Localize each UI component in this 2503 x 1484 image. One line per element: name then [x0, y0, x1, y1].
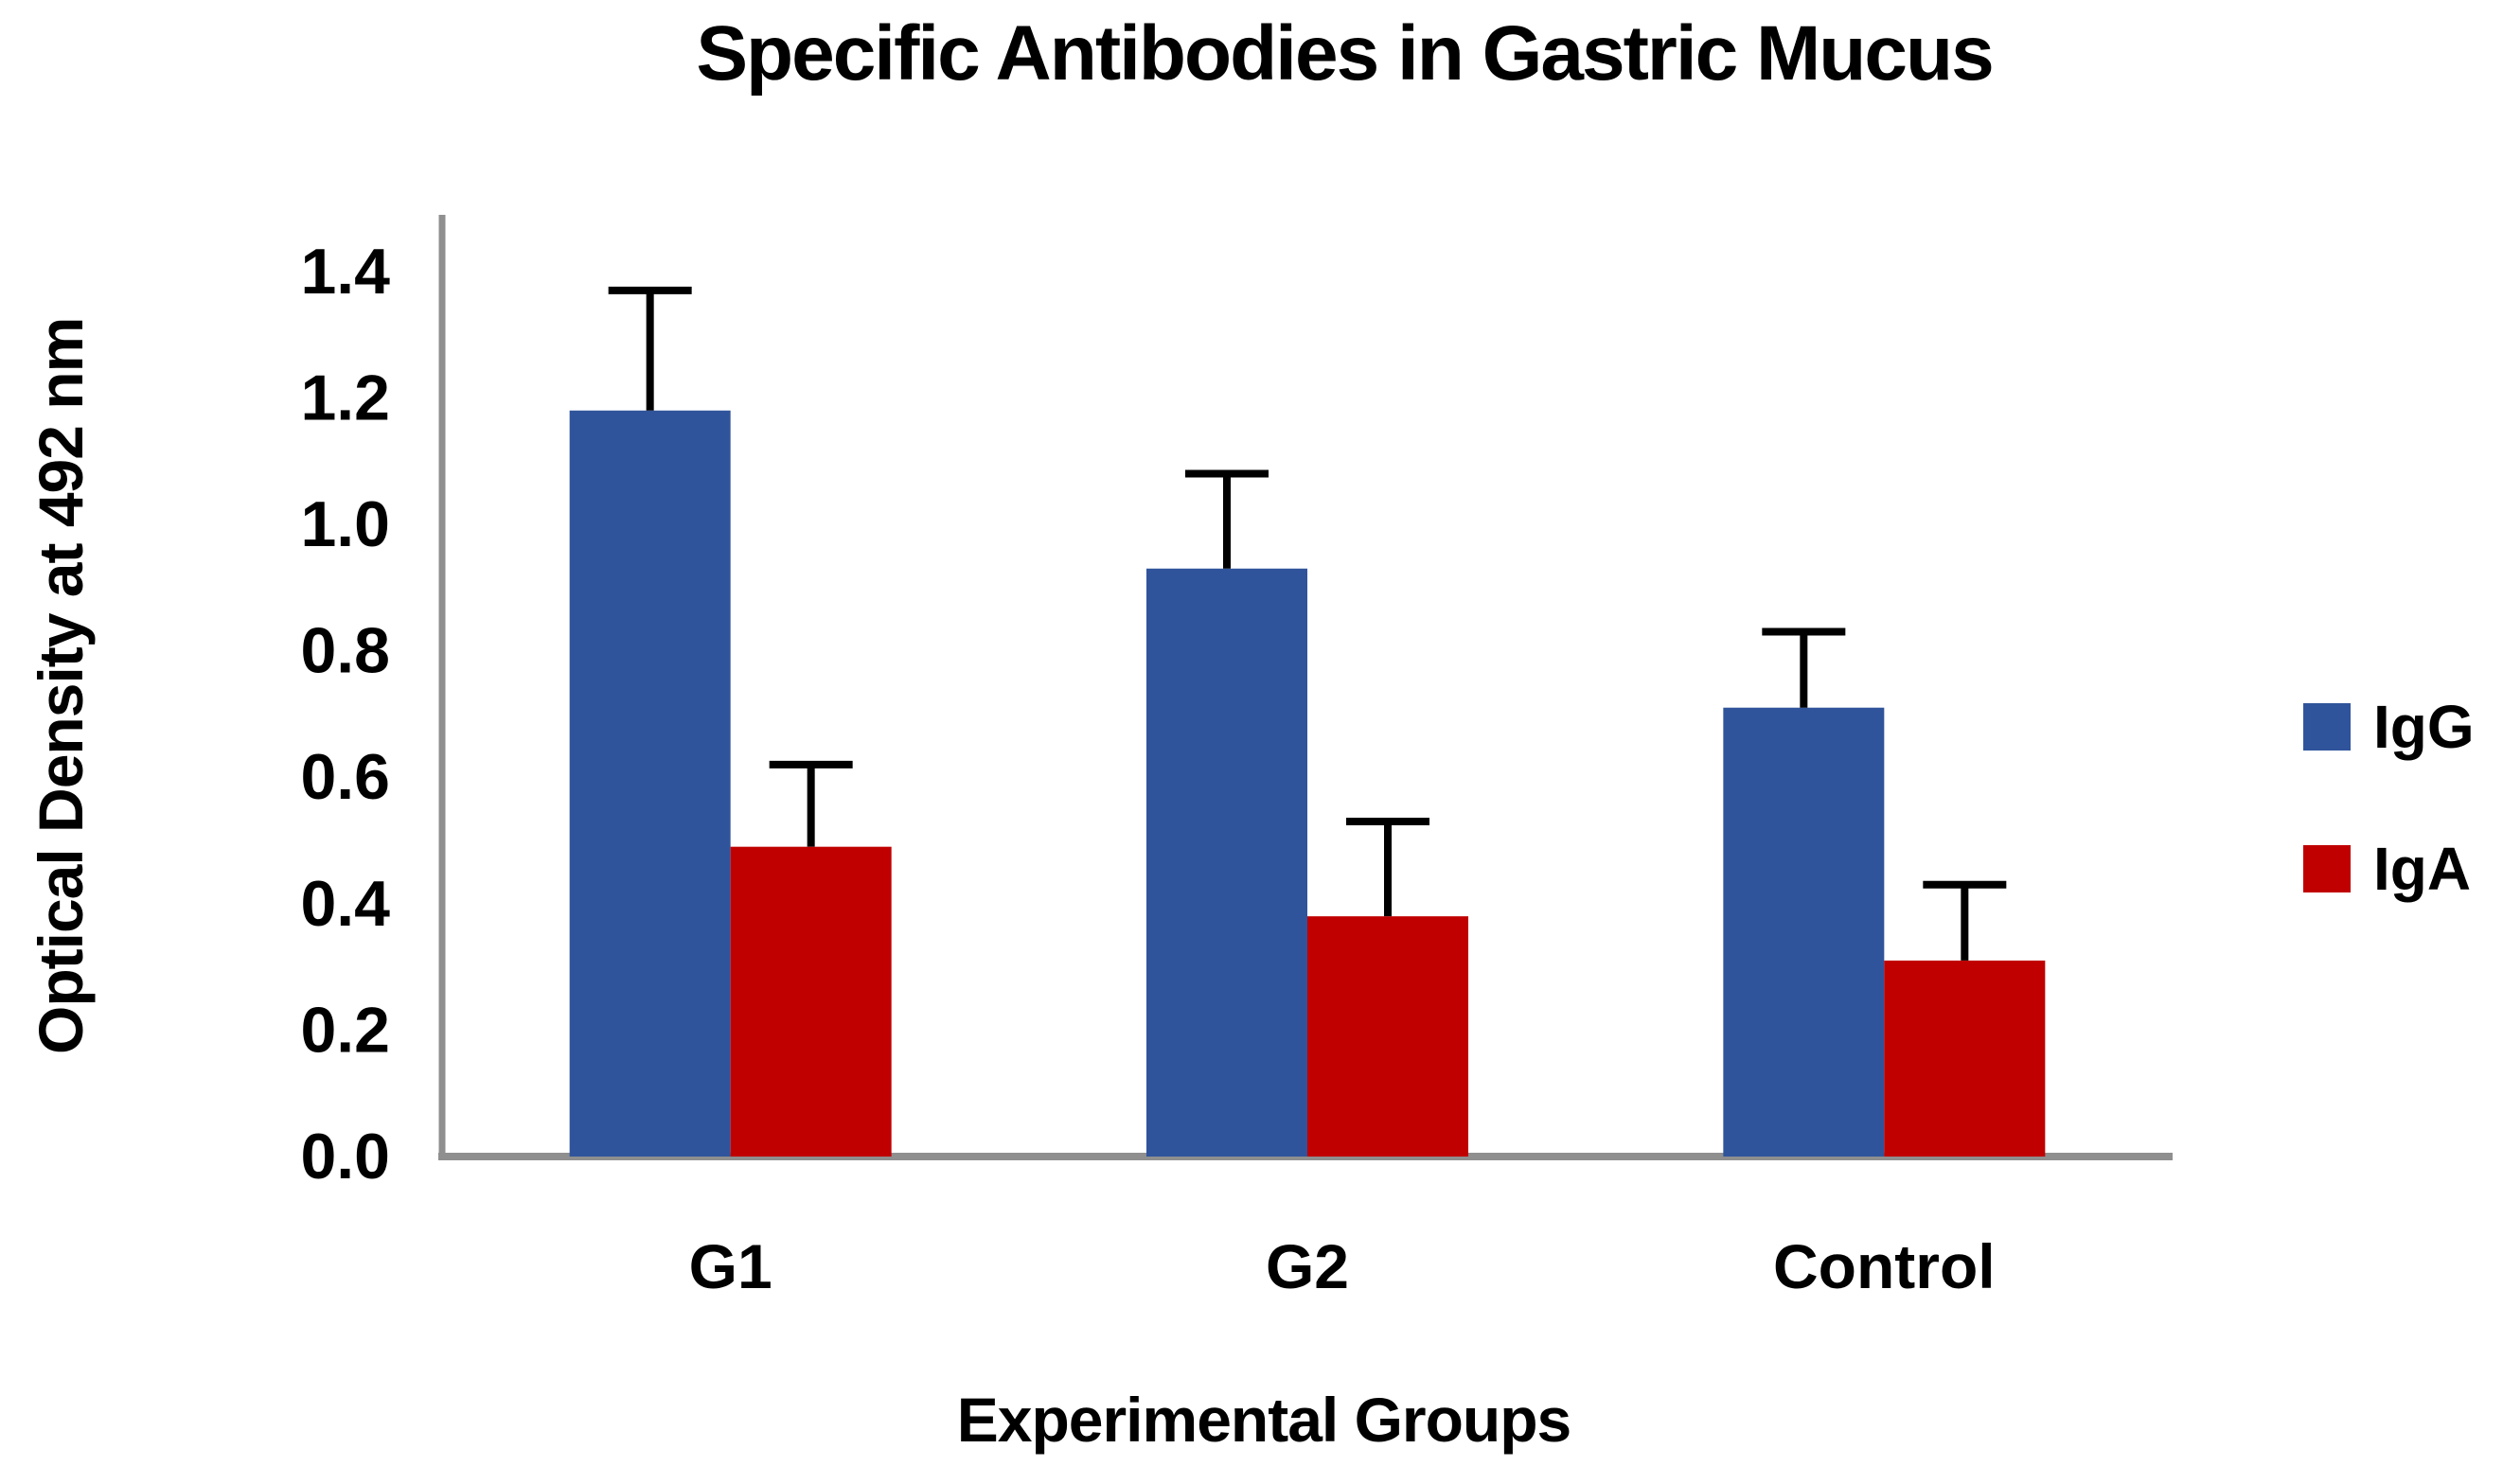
legend-iga-label: IgA	[2373, 835, 2472, 903]
x-tick-label-control: Control	[1773, 1231, 1996, 1301]
y-tick-label-0.2: 0.2	[300, 994, 390, 1066]
bar-g2-igg	[1146, 568, 1307, 1157]
y-tick-label-1.2: 1.2	[300, 362, 390, 433]
legend-item-igg: IgG	[2303, 697, 2475, 757]
legend-igg-swatch	[2303, 703, 2351, 751]
y-tick-label-0.4: 0.4	[300, 868, 390, 940]
y-tick-label-0.0: 0.0	[300, 1121, 390, 1192]
x-tick-label-g1: G1	[689, 1231, 772, 1301]
legend-item-iga: IgA	[2303, 839, 2475, 899]
chart-legend: IgG IgA	[2303, 697, 2475, 899]
bar-g2-iga	[1307, 916, 1468, 1157]
bar-g1-igg	[569, 410, 731, 1157]
bar-control-igg	[1723, 707, 1885, 1157]
x-tick-label-g2: G2	[1266, 1231, 1349, 1301]
y-tick-label-0.8: 0.8	[300, 615, 390, 687]
legend-igg-label: IgG	[2373, 693, 2475, 761]
y-tick-label-0.6: 0.6	[300, 741, 390, 813]
y-tick-label-1.4: 1.4	[300, 236, 390, 308]
x-axis-title: Experimental Groups	[956, 1385, 1572, 1455]
legend-iga-swatch	[2303, 845, 2351, 892]
bar-g1-iga	[730, 846, 892, 1157]
bar-control-iga	[1884, 960, 2046, 1157]
chart-title: Specific Antibodies in Gastric Mucus	[696, 10, 1994, 97]
y-tick-label-1.0: 1.0	[300, 488, 390, 560]
